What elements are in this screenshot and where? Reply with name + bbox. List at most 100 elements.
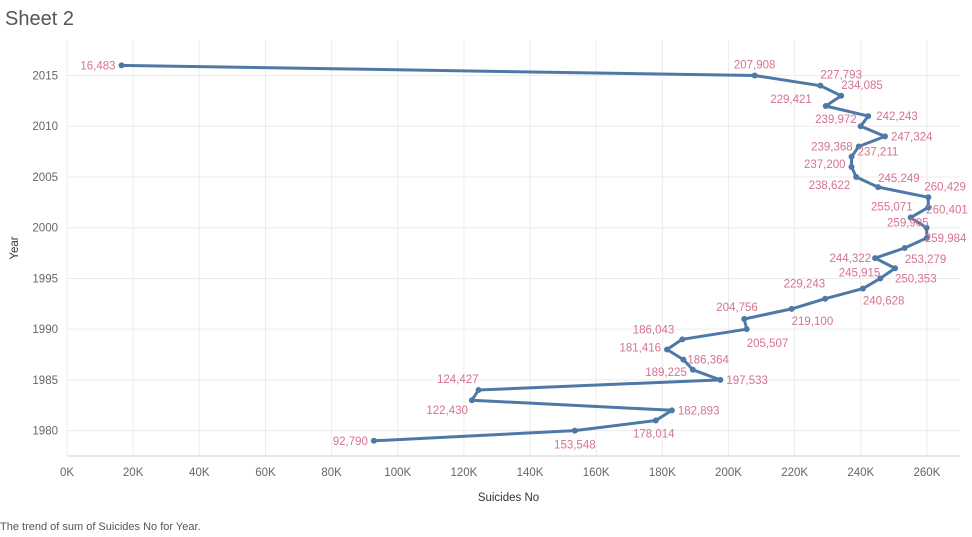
data-point bbox=[875, 184, 882, 191]
data-label: 197,533 bbox=[726, 375, 768, 387]
x-axis-title: Suicides No bbox=[478, 492, 539, 504]
data-point bbox=[680, 356, 687, 363]
x-tick-label: 200K bbox=[715, 467, 742, 479]
data-label: 239,972 bbox=[815, 114, 857, 126]
data-label: 229,243 bbox=[784, 279, 826, 291]
grid-layer bbox=[66, 40, 960, 456]
data-point bbox=[717, 376, 724, 383]
data-point bbox=[689, 366, 696, 373]
data-label: 242,243 bbox=[876, 111, 918, 123]
data-label: 92,790 bbox=[333, 436, 368, 448]
data-point bbox=[822, 295, 829, 302]
data-point bbox=[571, 427, 578, 434]
data-point bbox=[907, 214, 914, 221]
x-tick-label: 140K bbox=[517, 467, 544, 479]
y-tick-label: 1995 bbox=[32, 273, 58, 285]
data-point bbox=[468, 397, 475, 404]
data-point bbox=[668, 407, 675, 414]
data-point bbox=[743, 326, 750, 333]
data-label: 181,416 bbox=[619, 342, 661, 354]
data-point bbox=[925, 204, 932, 211]
data-point bbox=[859, 285, 866, 292]
data-label: 237,211 bbox=[858, 147, 899, 159]
sheet-title: Sheet 2 bbox=[5, 8, 74, 30]
x-tick-label: 260K bbox=[913, 467, 940, 479]
data-point bbox=[892, 265, 899, 272]
data-label: 240,628 bbox=[863, 296, 905, 308]
data-label: 207,908 bbox=[734, 60, 776, 72]
data-label: 186,043 bbox=[633, 324, 675, 336]
data-point bbox=[822, 102, 829, 109]
data-label: 245,249 bbox=[878, 173, 920, 185]
x-tick-label: 80K bbox=[321, 467, 342, 479]
data-point bbox=[872, 255, 879, 262]
data-label: 182,893 bbox=[678, 405, 720, 417]
x-tick-label: 220K bbox=[781, 467, 808, 479]
line-layer bbox=[120, 63, 930, 443]
data-point bbox=[855, 143, 862, 150]
data-label: 205,507 bbox=[747, 338, 789, 350]
data-point bbox=[853, 173, 860, 180]
x-tick-label: 60K bbox=[255, 467, 276, 479]
series-line bbox=[120, 63, 930, 443]
x-tick-label: 0K bbox=[60, 467, 74, 479]
data-label: 250,353 bbox=[895, 273, 937, 285]
data-point bbox=[751, 72, 758, 79]
y-tick-label: 2010 bbox=[32, 121, 58, 133]
data-point bbox=[788, 305, 795, 312]
y-tick-label: 1985 bbox=[32, 375, 58, 387]
data-label: 247,324 bbox=[891, 131, 933, 143]
x-tick-label: 100K bbox=[384, 467, 411, 479]
data-point bbox=[865, 113, 872, 120]
data-point bbox=[925, 194, 932, 201]
data-point bbox=[923, 224, 930, 231]
data-point bbox=[901, 245, 908, 251]
data-label: 245,915 bbox=[839, 267, 881, 279]
x-tick-label: 240K bbox=[847, 467, 874, 479]
data-label: 229,421 bbox=[770, 94, 812, 106]
data-point bbox=[882, 133, 889, 140]
y-tick-label: 2005 bbox=[32, 172, 58, 184]
data-label: 178,014 bbox=[633, 428, 675, 440]
data-label: 259,905 bbox=[887, 218, 929, 230]
data-point bbox=[370, 437, 377, 444]
point-layer bbox=[118, 62, 932, 444]
data-point bbox=[838, 92, 845, 99]
data-label: 219,100 bbox=[792, 316, 834, 328]
data-label: 260,429 bbox=[924, 181, 966, 193]
data-point bbox=[679, 336, 686, 343]
data-label: 255,071 bbox=[871, 202, 913, 214]
data-point bbox=[877, 275, 884, 282]
data-point bbox=[652, 417, 659, 424]
data-point bbox=[118, 62, 125, 69]
data-point bbox=[741, 316, 748, 323]
data-label: 239,368 bbox=[811, 142, 853, 154]
data-label: 237,200 bbox=[804, 159, 846, 171]
data-label: 234,085 bbox=[841, 80, 883, 92]
y-tick-label: 2015 bbox=[32, 71, 58, 83]
data-label: 186,364 bbox=[687, 355, 729, 367]
data-label: 153,548 bbox=[554, 440, 596, 452]
y-tick-label: 1980 bbox=[32, 426, 58, 438]
data-label: 16,483 bbox=[80, 60, 115, 72]
data-point bbox=[848, 153, 855, 160]
y-tick-label: 1990 bbox=[32, 324, 58, 336]
data-point bbox=[817, 82, 824, 89]
data-point bbox=[475, 387, 482, 394]
data-point bbox=[857, 123, 864, 130]
data-label: 253,279 bbox=[905, 254, 947, 266]
data-point bbox=[664, 346, 671, 353]
data-label: 189,225 bbox=[645, 367, 687, 379]
data-label: 260,401 bbox=[926, 204, 968, 216]
data-label: 238,622 bbox=[809, 180, 851, 192]
y-axis-title: Year bbox=[9, 236, 21, 259]
data-label: 204,756 bbox=[716, 302, 758, 314]
data-label: 259,984 bbox=[925, 233, 967, 245]
x-tick-label: 180K bbox=[649, 467, 676, 479]
x-tick-label: 160K bbox=[583, 467, 610, 479]
data-point bbox=[848, 163, 855, 170]
data-label: 227,793 bbox=[820, 70, 862, 82]
data-label: 122,430 bbox=[426, 405, 468, 417]
